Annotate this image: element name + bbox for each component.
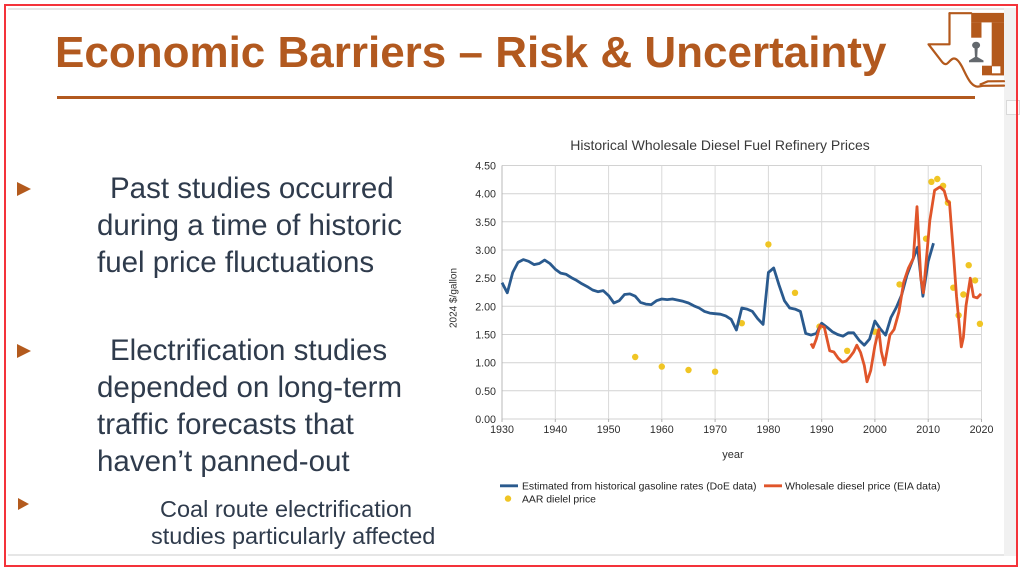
svg-text:0.50: 0.50 (475, 386, 496, 398)
svg-text:1940: 1940 (543, 424, 567, 436)
svg-text:1.00: 1.00 (475, 358, 496, 370)
svg-text:1.50: 1.50 (475, 330, 496, 342)
svg-text:4.00: 4.00 (475, 189, 496, 201)
svg-text:3.50: 3.50 (475, 217, 496, 229)
svg-text:year: year (722, 449, 744, 461)
svg-text:2010: 2010 (916, 424, 940, 436)
svg-text:AAR dielel price: AAR dielel price (522, 494, 596, 505)
svg-text:2.50: 2.50 (475, 273, 496, 285)
svg-text:1930: 1930 (490, 424, 514, 436)
svg-text:3.00: 3.00 (475, 245, 496, 257)
svg-text:1970: 1970 (703, 424, 727, 436)
svg-text:Wholesale diesel price (EIA da: Wholesale diesel price (EIA data) (785, 481, 940, 493)
svg-text:2000: 2000 (863, 424, 887, 436)
svg-text:2.00: 2.00 (475, 301, 496, 313)
svg-text:1950: 1950 (597, 424, 621, 436)
svg-text:Estimated from historical gaso: Estimated from historical gasoline rates… (522, 482, 756, 493)
svg-text:4.50: 4.50 (475, 161, 496, 173)
svg-text:1960: 1960 (650, 424, 674, 436)
svg-text:0.00: 0.00 (475, 414, 496, 426)
svg-text:1990: 1990 (810, 424, 834, 436)
svg-text:1980: 1980 (757, 424, 781, 436)
svg-text:2020: 2020 (970, 424, 994, 436)
svg-text:Historical Wholesale Diesel Fu: Historical Wholesale Diesel Fuel Refiner… (570, 137, 870, 153)
svg-text:2024 $/gallon: 2024 $/gallon (449, 268, 460, 328)
